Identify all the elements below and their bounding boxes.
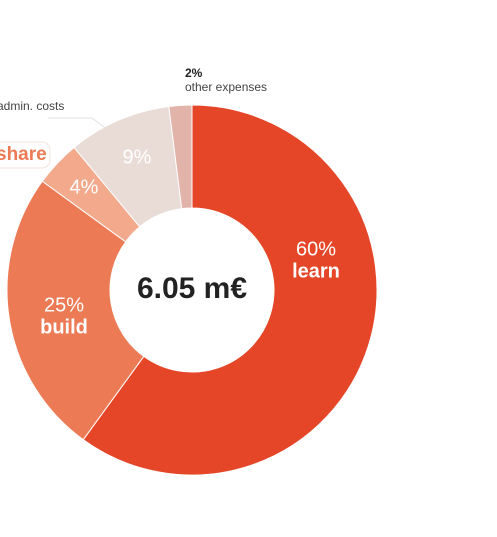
category-label: learn (292, 260, 340, 282)
category-label: build (40, 316, 88, 338)
value-label: 9% (123, 146, 152, 168)
value-label: 25% (44, 294, 84, 316)
donut-segment (6, 180, 145, 441)
leader-line (48, 117, 109, 131)
center-label: 6.05 m€ (137, 272, 247, 305)
donut-segment (168, 104, 193, 210)
value-label: 60% (296, 238, 336, 260)
label-box (0, 141, 51, 169)
value-label: 4% (70, 176, 99, 198)
value-label: 2% (185, 66, 203, 80)
category-label: other expenses (185, 80, 267, 94)
donut-segment (82, 104, 378, 476)
category-label: admin. costs (0, 99, 64, 113)
category-label: share (0, 144, 47, 165)
